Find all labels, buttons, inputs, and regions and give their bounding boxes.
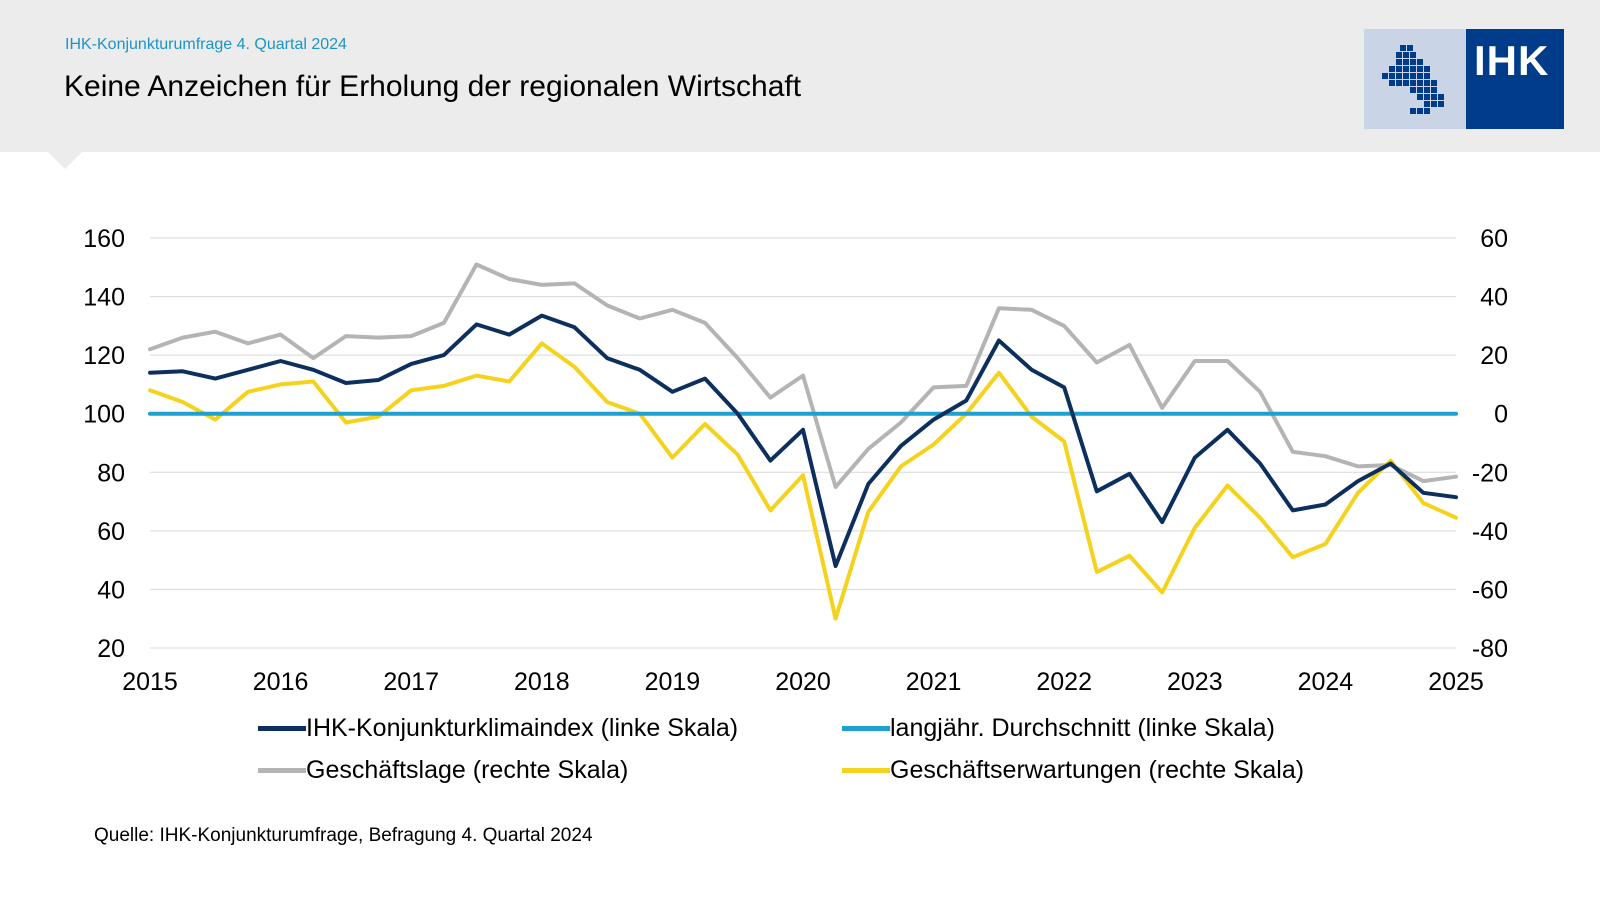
legend-label: IHK-Konjunkturklimaindex (linke Skala) (306, 714, 739, 742)
series-line-geschaeftserwartungen (148, 341, 1458, 621)
x-tick-label: 2016 (253, 668, 309, 696)
y-right-tick-label: 0 (1494, 401, 1508, 429)
axis-ticks: 160 140 120 100 80 60 40 20 60 40 20 0 -20 -40 -60 -80 2… (83, 225, 1508, 696)
y-left-tick-label: 80 (97, 459, 125, 487)
x-tick-label: 2015 (122, 668, 178, 696)
legend-swatch (842, 768, 890, 773)
y-right-tick-label: -40 (1472, 518, 1508, 546)
y-right-tick-label: -80 (1472, 635, 1508, 663)
logo-text: IHK (1474, 37, 1550, 84)
gridlines (150, 237, 1456, 649)
ihk-logo: IHK (1364, 29, 1564, 129)
logo-map-panel (1364, 29, 1466, 129)
x-tick-label: 2023 (1167, 668, 1223, 696)
y-right-tick-label: 20 (1480, 342, 1508, 370)
line-chart: 160 140 120 100 80 60 40 20 60 40 20 0 -20 -40 -60 -80 2… (83, 225, 1508, 696)
legend-swatch (842, 726, 890, 731)
y-right-tick-label: 60 (1480, 225, 1508, 253)
x-tick-label: 2025 (1428, 668, 1484, 696)
legend-item-konjunkturklima: IHK-Konjunkturklimaindex (linke Skala) (258, 714, 738, 743)
header-notch (48, 152, 82, 169)
legend-swatch (258, 726, 306, 731)
series-lines (148, 262, 1458, 621)
y-left-tick-label: 100 (83, 401, 125, 429)
y-left-tick-label: 60 (97, 518, 125, 546)
logo-text-panel (1466, 29, 1564, 129)
y-right-tick-label: 40 (1480, 284, 1508, 312)
legend-item-geschaeftserwartungen: Geschäftserwartungen (rechte Skala) (842, 756, 1304, 785)
x-tick-label: 2018 (514, 668, 570, 696)
y-left-tick-label: 20 (97, 635, 125, 663)
x-tick-label: 2017 (383, 668, 439, 696)
legend-label: Geschäftslage (rechte Skala) (306, 756, 629, 784)
header-band (0, 0, 1600, 152)
source-note: Quelle: IHK-Konjunkturumfrage, Befragung… (94, 825, 593, 846)
legend-item-durchschnitt: langjähr. Durchschnitt (linke Skala) (842, 714, 1275, 743)
y-left-tick-label: 40 (97, 576, 125, 604)
y-right-tick-label: -20 (1472, 459, 1508, 487)
x-tick-label: 2021 (906, 668, 962, 696)
y-right-tick-label: -60 (1472, 576, 1508, 604)
legend-label: Geschäftserwartungen (rechte Skala) (890, 756, 1305, 784)
legend-item-geschaeftslage: Geschäftslage (rechte Skala) (258, 756, 628, 785)
x-tick-label: 2020 (775, 668, 831, 696)
slide-title: Keine Anzeichen für Erholung der regiona… (64, 70, 802, 103)
series-line-konjunkturklima (148, 313, 1458, 568)
region-map-icon (1382, 45, 1444, 114)
x-tick-label: 2022 (1036, 668, 1092, 696)
y-left-tick-label: 160 (83, 225, 125, 253)
series-line-geschaeftslage (148, 262, 1458, 489)
y-left-tick-label: 120 (83, 342, 125, 370)
x-tick-label: 2024 (1298, 668, 1354, 696)
legend-swatch (258, 768, 306, 773)
slide-subtitle: IHK-Konjunkturumfrage 4. Quartal 2024 (65, 36, 347, 53)
chart-legend: IHK-Konjunkturklimaindex (linke Skala) l… (258, 714, 1358, 804)
y-left-tick-label: 140 (83, 284, 125, 312)
legend-label: langjähr. Durchschnitt (linke Skala) (890, 714, 1275, 742)
x-tick-label: 2019 (645, 668, 701, 696)
